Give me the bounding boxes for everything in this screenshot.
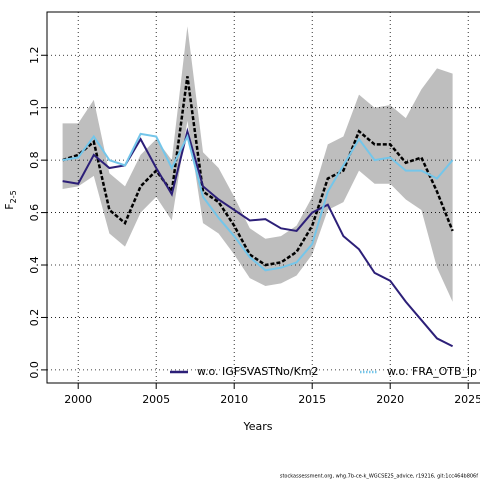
- y-tick-label: 0.2: [28, 309, 41, 327]
- plot-frame: [46, 11, 480, 384]
- legend-label: w.o. IGFSVASTNo/Km2: [197, 365, 319, 378]
- y-tick-label: 1.0: [28, 99, 41, 117]
- y-tick-label: 0.4: [28, 256, 41, 274]
- footer: stockassessment.org, whg.7b-ce-k_WGCSE25…: [280, 474, 478, 480]
- x-axis-label: Years: [242, 420, 272, 433]
- y-tick-label: 1.2: [28, 47, 41, 65]
- series-line: [62, 132, 454, 272]
- estimate-line: [62, 76, 454, 267]
- x-tick-label: 2000: [64, 393, 92, 406]
- y-tick-label: 0.8: [28, 151, 41, 169]
- y-tick-label: 0.6: [28, 204, 41, 222]
- x-tick-label: 2010: [220, 393, 248, 406]
- y-label-sub: 2-5: [9, 190, 18, 203]
- y-axis-label: F2-5: [3, 190, 18, 209]
- y-tick-label: 0.0: [28, 361, 41, 379]
- x-tick-label: 2015: [298, 393, 326, 406]
- legend-label: w.o. FRA_OTB_lp: [387, 365, 477, 378]
- x-tick-label: 2020: [376, 393, 404, 406]
- x-tick-label: 2025: [454, 393, 480, 406]
- confidence-band: [62, 26, 453, 302]
- x-tick-label: 2005: [142, 393, 170, 406]
- y-label-main: F: [3, 203, 16, 209]
